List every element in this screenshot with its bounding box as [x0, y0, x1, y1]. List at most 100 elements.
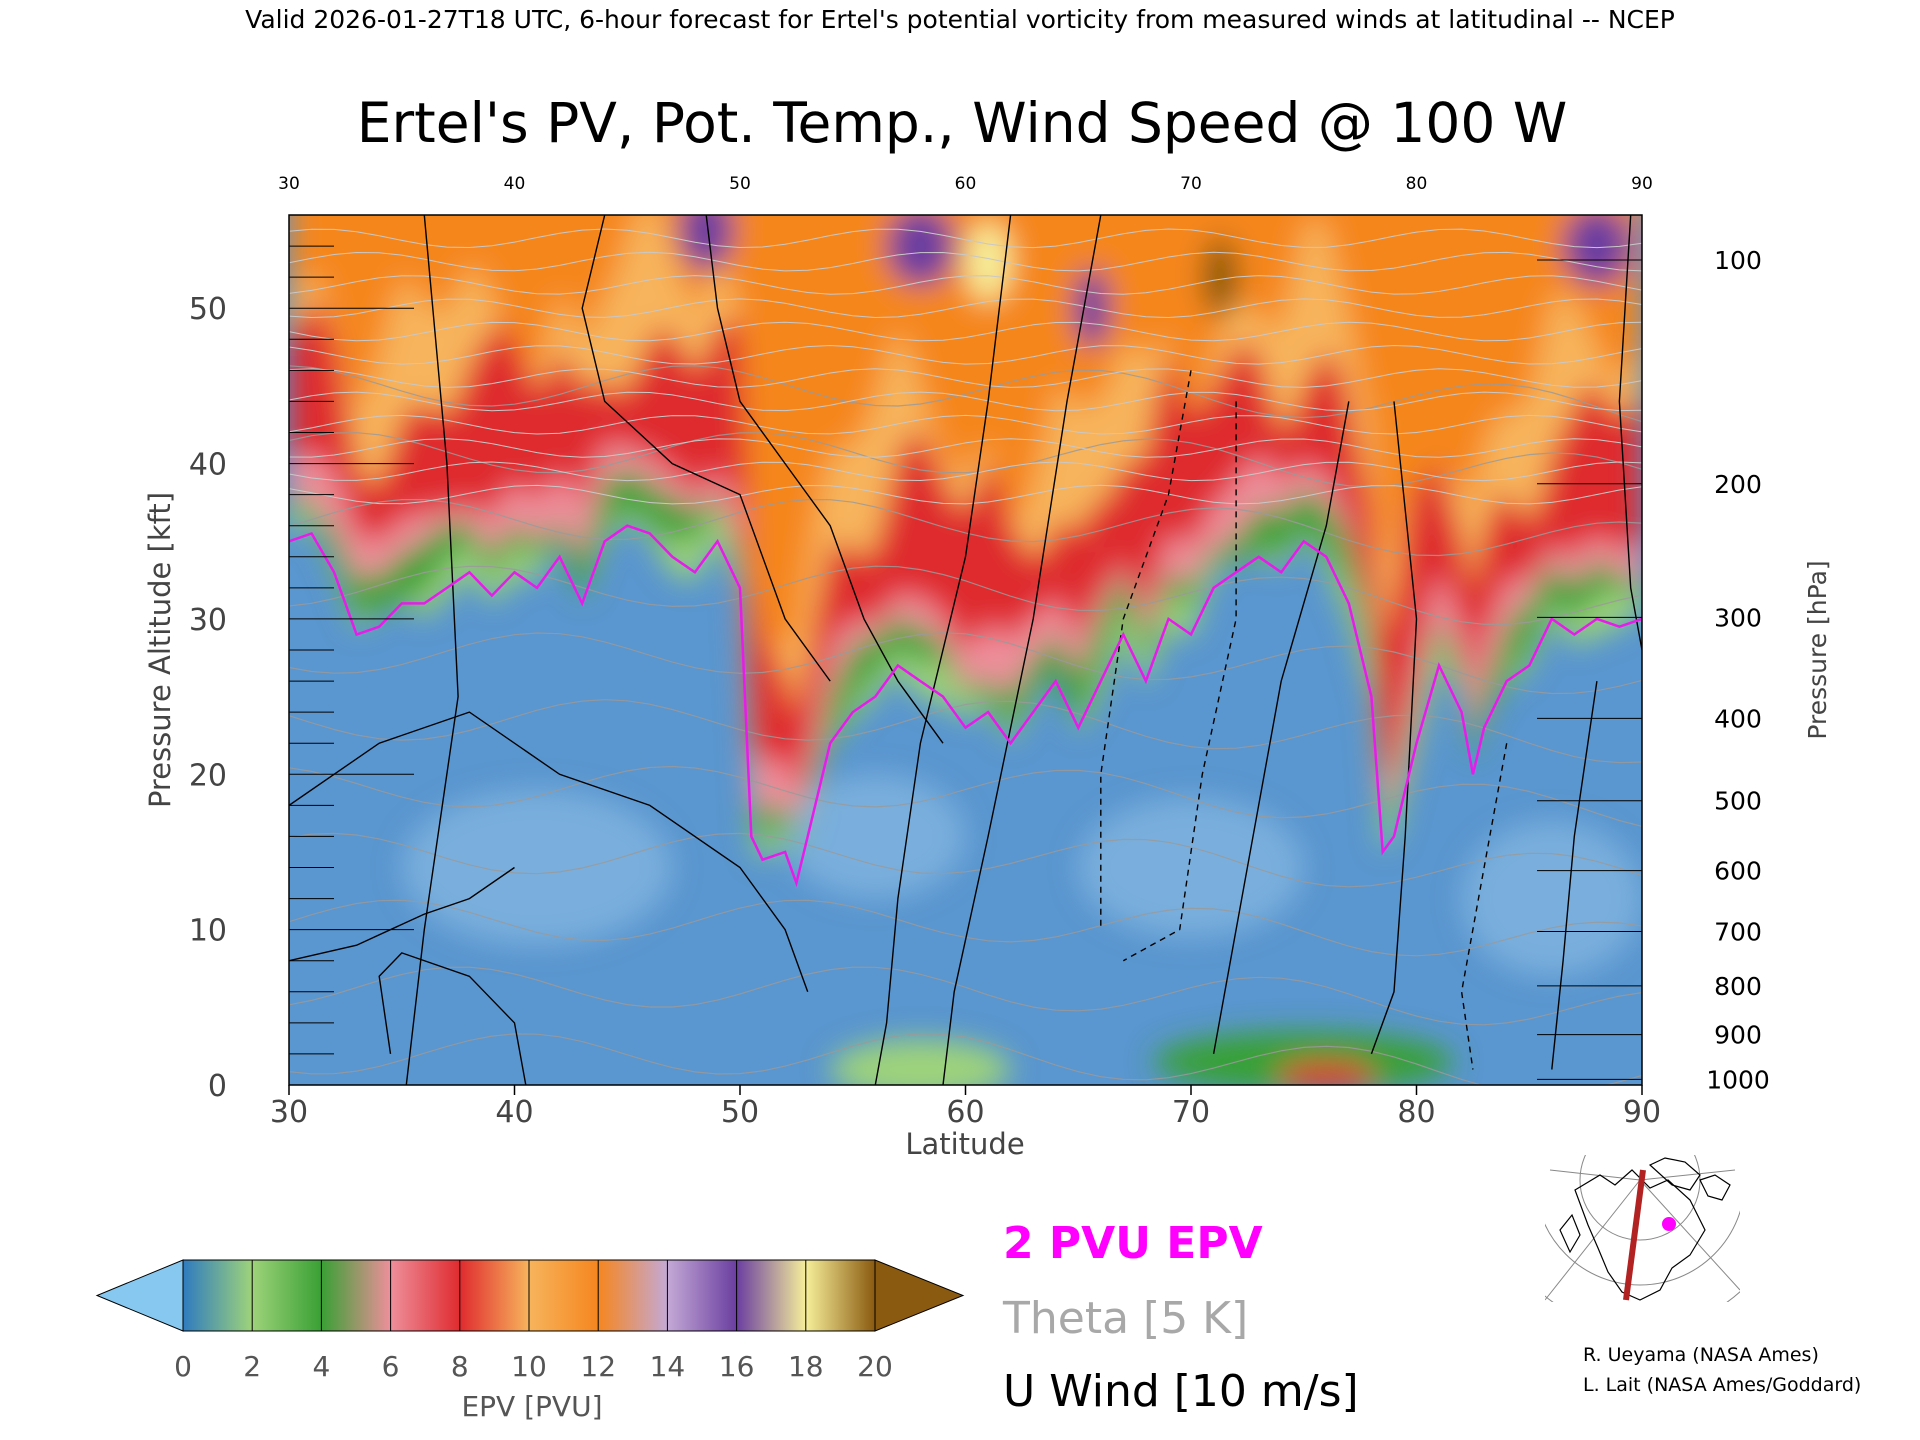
wind-contour — [289, 866, 515, 962]
x-tick-label: 80 — [1397, 1095, 1435, 1130]
x-tick-label-top: 40 — [504, 174, 526, 194]
legend-pv: 2 PVU EPV — [1003, 1218, 1263, 1269]
pressure-tick-label: 400 — [1714, 704, 1762, 733]
theta-contour — [289, 765, 1642, 827]
y-tick-label: 40 — [189, 448, 227, 483]
colorbar-segment — [598, 1260, 668, 1331]
valid-time-header: Valid 2026-01-27T18 UTC, 6-hour forecast… — [245, 5, 1675, 34]
pressure-tick-label: 1000 — [1706, 1065, 1770, 1094]
colorbar-segment — [183, 1260, 253, 1331]
colorbar-tick-label: 6 — [382, 1350, 400, 1383]
colorbar-tick-label: 0 — [174, 1350, 192, 1383]
theta-contour — [289, 228, 1642, 249]
cross-section-line — [1623, 1169, 1646, 1301]
x-tick-label-top: 90 — [1631, 174, 1653, 194]
pressure-tick-label: 600 — [1714, 857, 1762, 886]
theta-contour — [289, 565, 1642, 626]
x-tick-label-top: 60 — [955, 174, 977, 194]
colorbar-segment — [805, 1260, 875, 1331]
pv-streak — [1202, 237, 1239, 318]
theta-contour — [289, 432, 1642, 488]
x-tick-label-top: 30 — [278, 174, 300, 194]
wind-contour — [942, 215, 1102, 1085]
wind-contour — [1618, 215, 1642, 651]
colorbar-segment — [529, 1260, 599, 1331]
y-axis-label-right: Pressure [hPa] — [1803, 560, 1832, 739]
theta-contour — [289, 699, 1642, 764]
pv-streak — [1563, 215, 1631, 287]
pv-surface-anomaly — [1276, 1061, 1377, 1085]
pv-surface-anomaly — [1153, 1031, 1454, 1085]
colorbar-tick-label: 16 — [719, 1350, 755, 1383]
x-tick-label: 40 — [495, 1095, 533, 1130]
theta-contour — [289, 966, 1642, 1026]
theta-contour — [289, 832, 1642, 888]
colorbar-over — [874, 1259, 965, 1332]
credit-line-1: R. Ueyama (NASA Ames) — [1583, 1344, 1819, 1366]
two-pvu-contour — [289, 524, 1642, 888]
theta-contour — [289, 344, 1642, 365]
pv-surface-anomaly — [830, 1039, 1011, 1085]
pressure-tick-label: 100 — [1714, 246, 1762, 275]
wind-contour — [1551, 680, 1598, 1070]
colorbar-segment — [667, 1260, 737, 1331]
theta-contour — [289, 365, 1642, 423]
pv-streak — [886, 215, 955, 287]
theta-contour — [289, 484, 1642, 505]
y-axis-label-left: Pressure Altitude [kft] — [143, 492, 177, 808]
legend-wind: U Wind [10 m/s] — [1003, 1366, 1359, 1417]
theta-contour — [289, 498, 1642, 557]
x-tick-label-top: 50 — [729, 174, 751, 194]
pv-band — [289, 215, 1642, 651]
x-tick-label: 30 — [270, 1095, 308, 1130]
wind-contour — [1122, 401, 1237, 962]
colorbar-label: EPV [PVU] — [461, 1390, 602, 1423]
pressure-tick-label: 900 — [1714, 1021, 1762, 1050]
theta-contour — [289, 321, 1642, 342]
wind-contour — [1460, 743, 1508, 1070]
wind-contour — [405, 215, 459, 1085]
colorbar-under — [95, 1259, 184, 1332]
x-tick-label: 50 — [721, 1095, 759, 1130]
pv-field — [289, 215, 1642, 1085]
colorbar-segment — [459, 1260, 529, 1331]
theta-contour — [289, 368, 1642, 388]
colorbar-segment — [321, 1260, 391, 1331]
colorbar: 0 2 4 6 8 10 12 14 16 18 20 — [95, 1259, 965, 1383]
colorbar-tick-label: 8 — [451, 1350, 469, 1383]
wind-contour — [874, 215, 1012, 1085]
x-tick-label-top: 70 — [1180, 174, 1202, 194]
theta-contour — [289, 438, 1642, 458]
colorbar-tick-label: 2 — [243, 1350, 261, 1383]
y-tick-label: 0 — [208, 1069, 227, 1104]
wind-contour — [1370, 401, 1418, 1055]
theta-contour — [289, 298, 1642, 319]
colorbar-segment — [390, 1260, 460, 1331]
theta-contour — [289, 391, 1642, 412]
inset-map — [1545, 1155, 1740, 1302]
colorbar-segment — [736, 1260, 806, 1331]
pressure-tick-label: 300 — [1714, 603, 1762, 632]
colorbar-tick-label: 14 — [650, 1350, 686, 1383]
theta-contour — [289, 414, 1642, 435]
wind-contour — [289, 711, 809, 993]
pressure-tick-label: 700 — [1714, 918, 1762, 947]
pv-patch — [1461, 820, 1642, 977]
pv-patch — [785, 774, 966, 899]
y-tick-label: 10 — [189, 914, 227, 949]
y-tick-label: 30 — [189, 603, 227, 638]
x-tick-label: 90 — [1623, 1095, 1661, 1130]
wind-contour — [1212, 401, 1350, 1055]
pressure-tick-label: 800 — [1714, 972, 1762, 1001]
theta-contour — [289, 275, 1642, 295]
legend-theta: Theta [5 K] — [1002, 1293, 1248, 1344]
pv-patch — [401, 789, 673, 946]
pv-patch — [1078, 797, 1304, 938]
colorbar-tick-label: 12 — [580, 1350, 616, 1383]
y-tick-label: 50 — [189, 292, 227, 327]
location-marker — [1662, 1217, 1676, 1231]
x-tick-label: 70 — [1172, 1095, 1210, 1130]
wind-contour — [705, 215, 944, 744]
colorbar-tick-label: 4 — [312, 1350, 330, 1383]
